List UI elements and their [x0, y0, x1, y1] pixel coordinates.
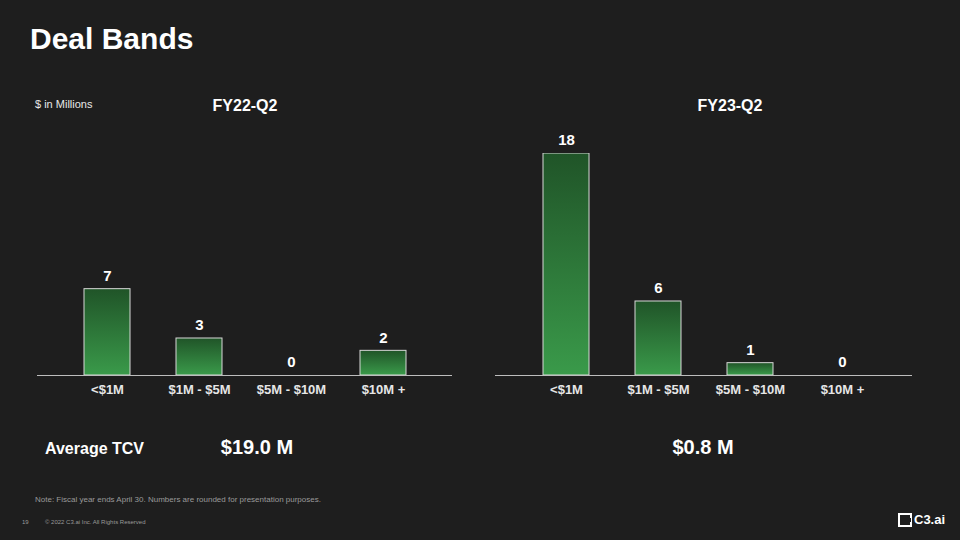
svg-text:$10M +: $10M +: [821, 382, 865, 397]
html-text:$ in Millions: $ in Millions: [35, 98, 93, 110]
html-text:© 2022 C3.ai Inc. All Rights R: © 2022 C3.ai Inc. All Rights Reserved: [45, 519, 146, 525]
html-text:Deal Bands: Deal Bands: [30, 22, 194, 55]
html-text:C3.ai: C3.ai: [914, 512, 946, 527]
svg-text:6: 6: [654, 279, 662, 296]
html-text:FY22-Q2: FY22-Q2: [212, 97, 278, 114]
svg-text:<$1M: <$1M: [550, 382, 583, 397]
svg-text:7: 7: [103, 267, 111, 284]
svg-text:$1M - $5M: $1M - $5M: [168, 382, 230, 397]
html-text:Note: Fiscal year ends April 3: Note: Fiscal year ends April 30. Numbers…: [35, 495, 321, 504]
svg-text:$5M - $10M: $5M - $10M: [716, 382, 785, 397]
svg-text:0: 0: [287, 353, 295, 370]
svg-text:2: 2: [379, 329, 387, 346]
html-text:FY23-Q2: FY23-Q2: [697, 97, 763, 114]
svg-text:<$1M: <$1M: [91, 382, 124, 397]
svg-text:1: 1: [746, 341, 754, 358]
html-text:$19.0 M: $19.0 M: [220, 436, 294, 458]
svg-text:18: 18: [558, 131, 575, 148]
svg-text:$5M - $10M: $5M - $10M: [257, 382, 326, 397]
html-text:19: 19: [22, 519, 29, 525]
html-text:$0.8 M: $0.8 M: [672, 436, 734, 458]
html-text:Average TCV: Average TCV: [45, 440, 144, 457]
svg-text:$1M - $5M: $1M - $5M: [627, 382, 689, 397]
svg-text:3: 3: [195, 316, 203, 333]
svg-text:0: 0: [838, 353, 846, 370]
svg-text:$10M +: $10M +: [362, 382, 406, 397]
